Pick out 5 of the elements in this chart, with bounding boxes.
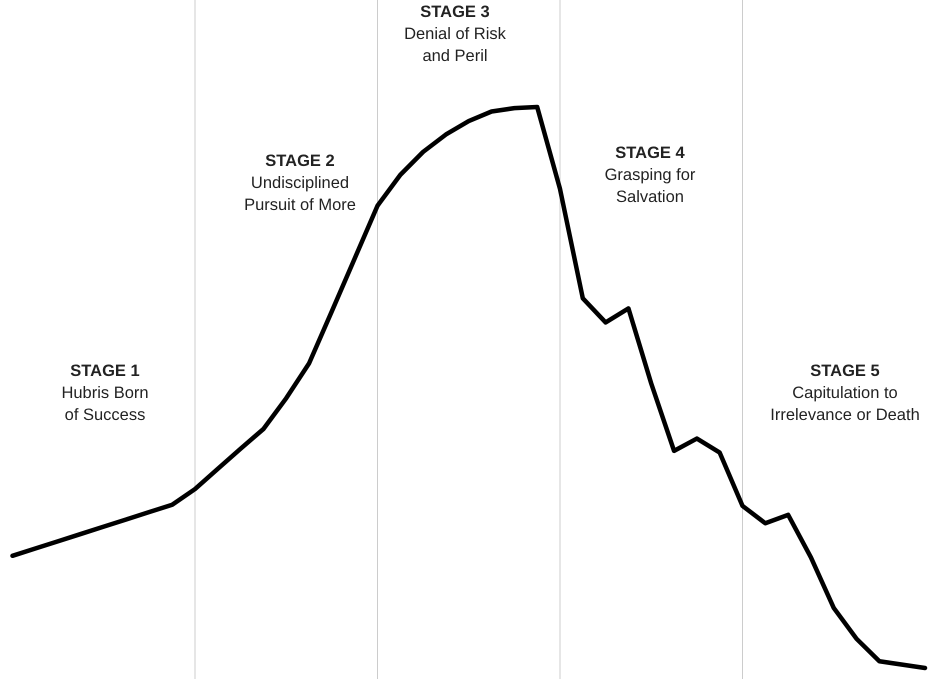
text: STAGE 3 Denial of Risk and Peril [404,3,507,65]
annotation: STAGE 1 Hubris Born of Success [61,362,149,424]
annotation: STAGE 4 Grasping for Salvation [604,144,696,206]
annotation: STAGE 2 Undisciplined Pursuit of More [244,152,356,214]
annotation: STAGE 5 Capitulation to Irrelevance or Death [770,362,920,424]
